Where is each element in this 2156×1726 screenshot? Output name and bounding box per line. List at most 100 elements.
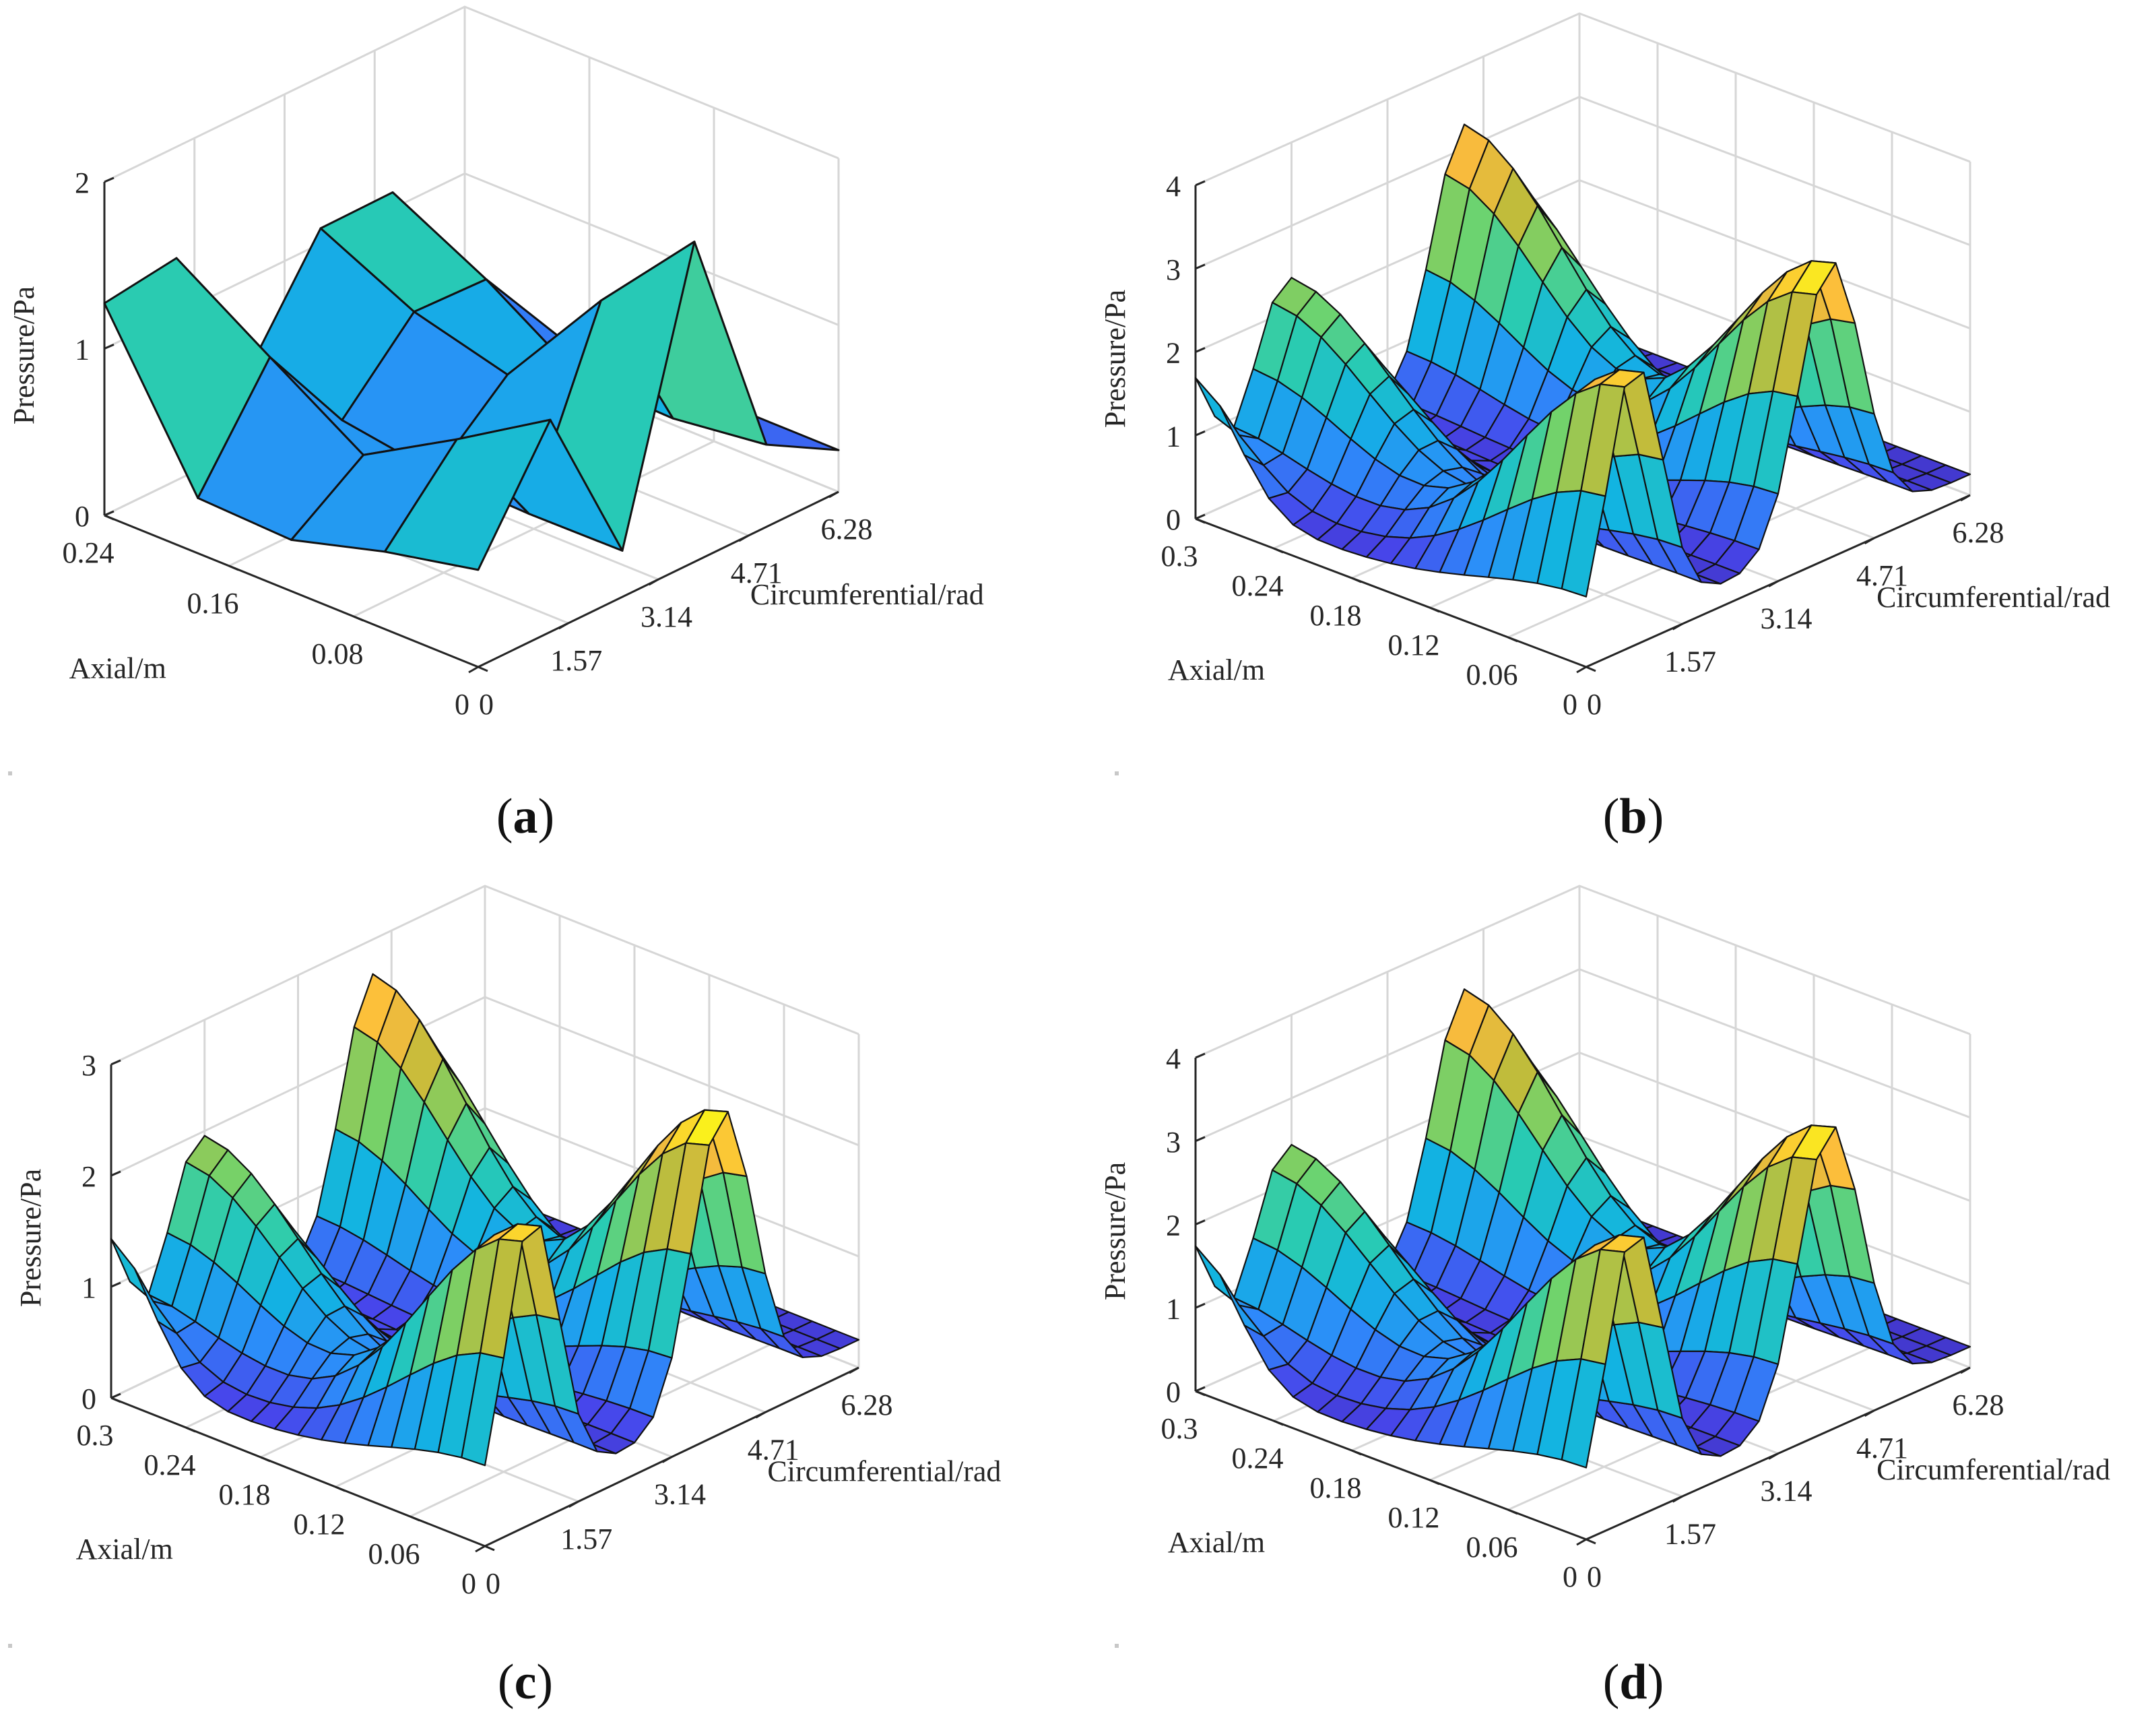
circ-tick xyxy=(558,622,569,630)
z-tick xyxy=(1195,1219,1206,1225)
circ-tick xyxy=(1960,494,1971,502)
circ-axis-label: Circumferential/rad xyxy=(767,1455,1001,1488)
axial-tick xyxy=(410,1515,420,1522)
axial-tick-label: 0.12 xyxy=(1388,629,1440,662)
axial-tick xyxy=(1195,517,1206,524)
axial-tick xyxy=(260,1456,271,1463)
grid-line-z xyxy=(110,885,859,1066)
surface-patch xyxy=(1561,490,1606,598)
circ-tick-label: 6.28 xyxy=(1953,1388,2004,1421)
circ-axis-label: Circumferential/rad xyxy=(750,578,984,611)
z-tick-label: 2 xyxy=(81,1160,96,1193)
axial-tick-label: 0.24 xyxy=(63,536,115,569)
z-tick-label: 0 xyxy=(81,1382,96,1415)
z-tick xyxy=(1195,180,1206,187)
axial-tick-label: 0.16 xyxy=(187,587,239,620)
circ-tick-label: 4.71 xyxy=(1856,559,1908,592)
axial-tick-label: 0.18 xyxy=(1310,1471,1362,1504)
z-tick xyxy=(110,1059,121,1066)
z-tick xyxy=(104,344,115,350)
axial-tick xyxy=(1351,577,1362,583)
circ-tick-label: 4.71 xyxy=(748,1433,799,1466)
circ-tick-label: 4.71 xyxy=(731,556,783,589)
z-tick-label: 1 xyxy=(75,333,90,366)
axial-tick xyxy=(1429,1479,1440,1485)
axial-axis-label: Axial/m xyxy=(1168,653,1265,686)
circ-tick-label: 3.14 xyxy=(641,600,692,633)
axial-tick xyxy=(1429,606,1440,613)
grid-line-z xyxy=(104,172,839,350)
circ-tick xyxy=(828,490,839,499)
z-tick-label: 0 xyxy=(75,500,90,533)
z-tick-label: 4 xyxy=(1166,170,1181,203)
axial-tick-label: 0.24 xyxy=(1232,1442,1284,1475)
z-tick-label: 2 xyxy=(75,166,90,199)
z-tick xyxy=(110,1393,121,1399)
axial-axis-label: Axial/m xyxy=(1168,1526,1265,1559)
axial-tick-label: 0 xyxy=(1563,1560,1577,1593)
circ-tick-label: 1.57 xyxy=(560,1523,612,1556)
z-tick-label: 1 xyxy=(1166,1292,1181,1325)
panel-c: 0 1 2 3 0 1.57 3.14 4.71 6.28 0 0.06 0.12 0.18 0.24 0.… xyxy=(14,885,1001,1600)
z-tick xyxy=(1195,1136,1206,1143)
z-tick-label: 4 xyxy=(1166,1042,1181,1075)
corner-mark-c xyxy=(8,1644,12,1648)
circ-tick-label: 0 xyxy=(486,1567,500,1600)
axial-axis-line xyxy=(1195,1390,1587,1541)
z-tick xyxy=(1195,1386,1206,1393)
circ-tick xyxy=(849,1366,859,1374)
axial-tick xyxy=(228,565,239,571)
circ-tick-label: 0 xyxy=(1587,1560,1602,1593)
axial-axis-line xyxy=(110,1397,486,1547)
axial-tick xyxy=(185,1426,196,1433)
axial-tick-label: 0.24 xyxy=(144,1448,196,1481)
grid-line-floor xyxy=(353,440,715,618)
z-axis-label: Pressure/Pa xyxy=(14,1169,47,1307)
axial-axis-line xyxy=(104,514,479,668)
corner-mark-d xyxy=(1115,1644,1119,1648)
circ-tick-label: 6.28 xyxy=(1953,516,2004,549)
panel-label-b: (b) xyxy=(1602,789,1664,844)
panel-label-c: (c) xyxy=(497,1655,554,1710)
circ-tick-label: 3.14 xyxy=(1761,1475,1812,1508)
circ-tick-label: 1.57 xyxy=(550,644,602,677)
circ-tick-label: 0 xyxy=(479,688,494,721)
z-tick xyxy=(110,1170,121,1177)
corner-mark-b xyxy=(1115,771,1119,775)
axial-tick xyxy=(1351,1449,1362,1456)
axial-axis-label: Axial/m xyxy=(76,1533,173,1566)
axial-tick xyxy=(484,1545,495,1552)
z-tick-label: 1 xyxy=(1166,420,1181,453)
z-axis-label: Pressure/Pa xyxy=(7,286,40,424)
circ-tick xyxy=(1960,1366,1971,1374)
grid-line-z xyxy=(1195,12,1971,187)
axial-axis-line xyxy=(1195,517,1587,668)
grid-line-z xyxy=(110,996,859,1177)
panel-label-a: (a) xyxy=(496,789,555,844)
panel-a: 0 1 2 0 1.57 3.14 4.71 6.28 0 0.08 0.16 0.24 Pressur… xyxy=(7,5,984,721)
axial-tick-label: 0.3 xyxy=(1161,540,1198,573)
surface-patch xyxy=(1561,1358,1606,1469)
axial-tick xyxy=(1507,636,1518,643)
circ-axis-label: Circumferential/rad xyxy=(1876,581,2110,614)
circ-tick-label: 0 xyxy=(1587,688,1602,721)
circ-tick xyxy=(1864,1409,1875,1417)
axial-tick-label: 0 xyxy=(455,688,469,721)
z-tick xyxy=(1195,347,1206,353)
z-tick-label: 2 xyxy=(1166,1209,1181,1242)
z-axis-label: Pressure/Pa xyxy=(1099,1162,1132,1300)
axial-tick-label: 0.12 xyxy=(1388,1501,1440,1534)
axial-tick xyxy=(110,1397,121,1403)
z-tick-label: 0 xyxy=(1166,503,1181,536)
circ-tick xyxy=(468,666,479,674)
circ-tick xyxy=(1864,537,1875,545)
axial-tick-label: 0.18 xyxy=(219,1478,271,1511)
grid-line-z xyxy=(1195,968,1971,1143)
axial-axis-label: Axial/m xyxy=(69,651,166,684)
circ-tick-label: 4.71 xyxy=(1856,1432,1908,1465)
z-tick xyxy=(1195,263,1206,270)
axial-tick-label: 0.08 xyxy=(312,637,364,670)
circ-tick xyxy=(1576,1538,1587,1546)
